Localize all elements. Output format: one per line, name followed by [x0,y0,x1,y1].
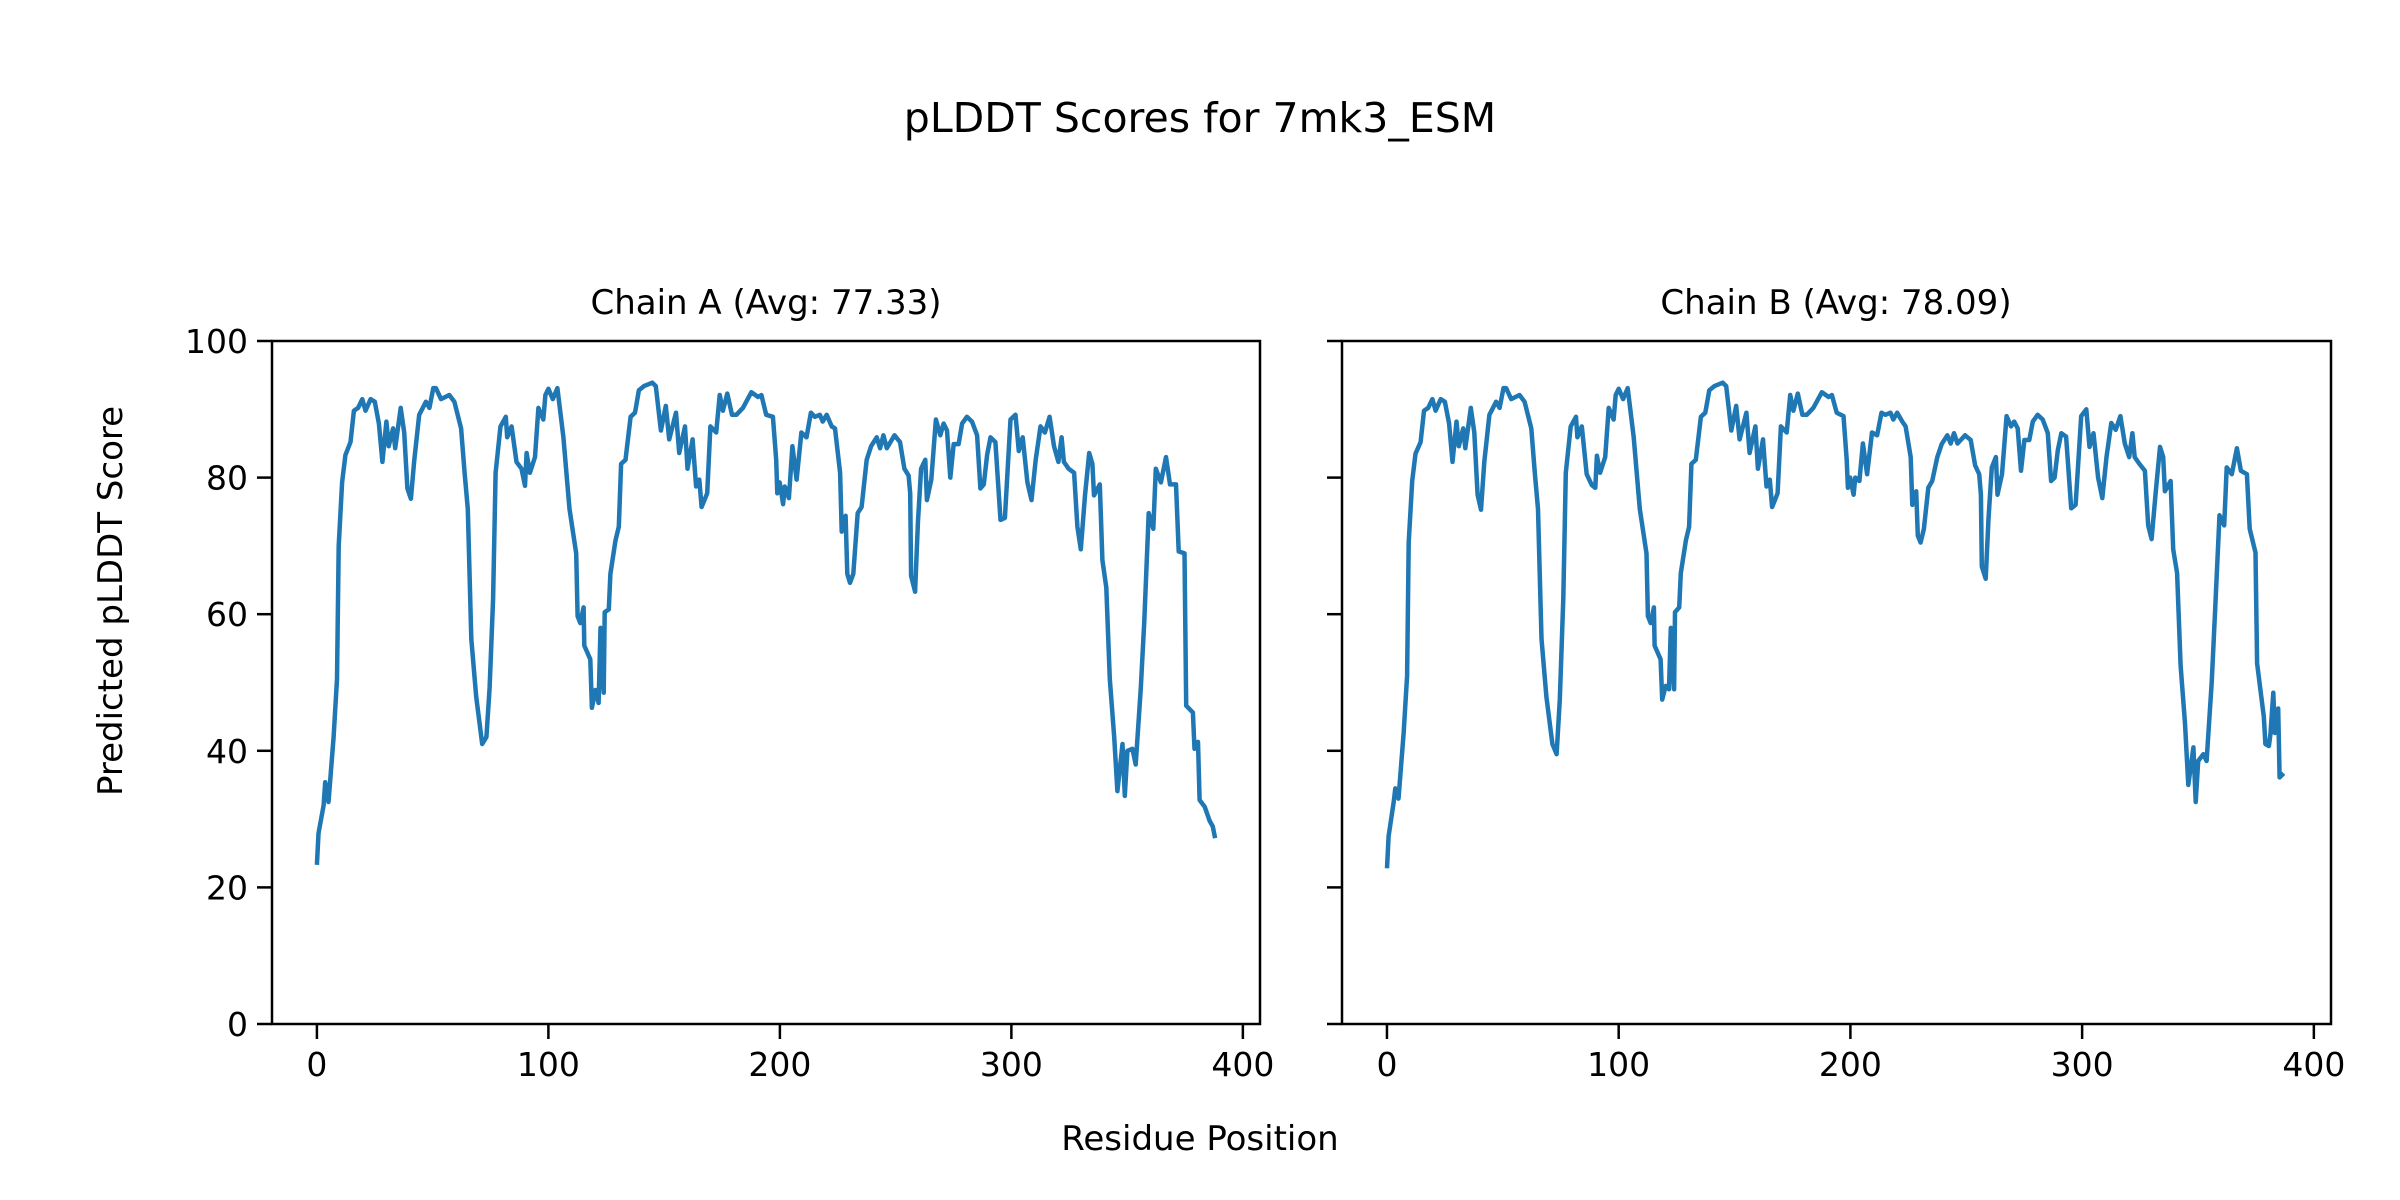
axes-frame [1340,339,2333,1026]
plddt-line-chain-b [1384,380,2286,869]
y-tick-label: 40 [206,732,248,771]
y-tick-label: 100 [185,322,248,361]
chain-b-title: Chain B (Avg: 78.09) [1660,283,2011,323]
x-tick-label: 400 [2282,1045,2345,1084]
x-tick-label: 200 [1819,1045,1882,1084]
chain-a-panel: Chain A (Avg: 77.33) 0 100 200 300 400 0 20 40 6… [185,283,1274,1084]
plddt-line-chain-a [314,380,1218,866]
chain-a-title: Chain A (Avg: 77.33) [590,283,941,323]
figure-title: pLDDT Scores for 7mk3_ESM [904,94,1496,142]
x-tick-label: 100 [517,1045,580,1084]
y-tick-label: 0 [227,1005,248,1044]
y-tick-label: 20 [206,868,248,907]
y-tick-label: 80 [206,459,248,498]
x-tick-label: 400 [1211,1045,1274,1084]
x-axis-label: Residue Position [1061,1119,1338,1159]
chain-b-panel: Chain B (Avg: 78.09) 0 100 200 300 400 [1327,283,2345,1084]
x-tick-label: 300 [980,1045,1043,1084]
x-tick-label: 0 [306,1045,327,1084]
x-tick-label: 100 [1587,1045,1650,1084]
x-tick-label: 200 [748,1045,811,1084]
x-tick-label: 300 [2051,1045,2114,1084]
y-tick-label: 60 [206,595,248,634]
x-tick-label: 0 [1376,1045,1397,1084]
axes-frame [270,339,1262,1026]
y-axis-label: Predicted pLDDT Score [91,406,131,796]
